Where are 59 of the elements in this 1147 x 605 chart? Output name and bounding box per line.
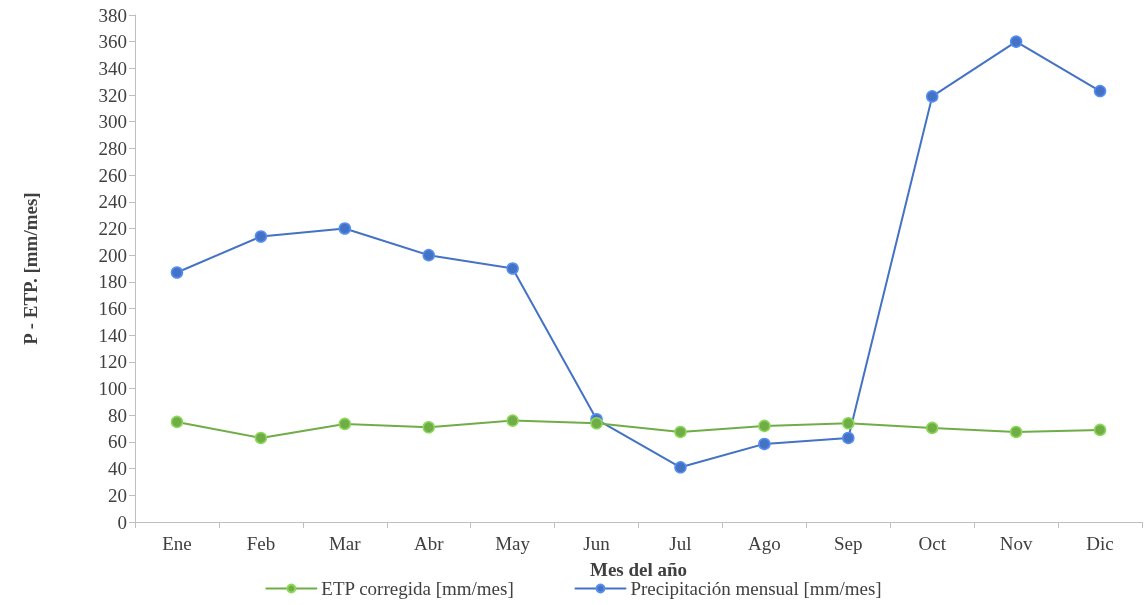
x-tick-label: Dic: [1086, 533, 1114, 554]
y-tick-label: 160: [98, 298, 127, 320]
point: [338, 417, 352, 431]
x-tick-label: Feb: [246, 533, 276, 554]
point: [842, 417, 855, 430]
y-tick-label: 100: [98, 378, 127, 400]
point: [170, 266, 184, 279]
point: [422, 248, 435, 262]
y-tick-label: 200: [98, 244, 127, 266]
x-tick-label: Ene: [162, 533, 192, 554]
y-tick-label: 260: [98, 164, 127, 186]
y-tick-label: 60: [108, 431, 127, 453]
y-tick-label: 360: [98, 31, 127, 53]
y-tick-label: 120: [98, 351, 127, 373]
y-tick-label: 40: [108, 458, 127, 480]
x-axis-title: Mes del año: [589, 559, 688, 580]
y-axis-title: P - ETP. [mm/mes]: [20, 192, 41, 345]
y-tick-label: 340: [98, 57, 127, 79]
y-tick-label: 380: [98, 4, 127, 26]
x-tick-label: May: [495, 533, 531, 554]
point: [422, 421, 435, 434]
point: [674, 461, 687, 474]
point: [842, 431, 855, 445]
x-tick-label: Abr: [413, 533, 445, 554]
y-tick-label: 240: [98, 191, 127, 213]
x-tick-label: Mar: [328, 533, 362, 554]
x-tick-label: Jun: [583, 533, 611, 554]
y-tick-label: 220: [98, 217, 127, 239]
y-tick-label: 140: [98, 324, 127, 346]
y-tick-label: 80: [108, 404, 127, 426]
y-tick-label: 0: [117, 511, 127, 533]
point: [506, 262, 519, 275]
point: [254, 431, 268, 445]
x-tick-label: Sep: [834, 533, 863, 554]
point: [1093, 84, 1107, 98]
y-tick-label: 20: [108, 484, 127, 506]
point: [170, 415, 184, 429]
x-tick-label: Jul: [669, 533, 692, 554]
point: [758, 419, 771, 433]
y-tick-label: 180: [98, 271, 127, 293]
point: [254, 230, 268, 243]
point: [674, 425, 687, 439]
point: [1009, 425, 1023, 439]
legend-label: ETP corregida [mm/mes]: [321, 578, 514, 599]
point: [925, 421, 939, 435]
y-tick-label: 300: [98, 111, 127, 133]
x-tick-label: Nov: [999, 533, 1033, 554]
point: [1009, 35, 1023, 48]
point: [506, 414, 519, 427]
point: [925, 90, 939, 103]
point: [758, 437, 771, 451]
legend-label: Precipitación mensual [mm/mes]: [630, 578, 882, 599]
x-tick-label: Oct: [918, 533, 947, 554]
y-tick-label: 320: [98, 84, 127, 106]
point: [590, 417, 603, 430]
point: [1093, 423, 1107, 437]
x-tick-label: Ago: [748, 533, 781, 554]
y-tick-label: 280: [98, 137, 127, 159]
point: [338, 222, 352, 235]
